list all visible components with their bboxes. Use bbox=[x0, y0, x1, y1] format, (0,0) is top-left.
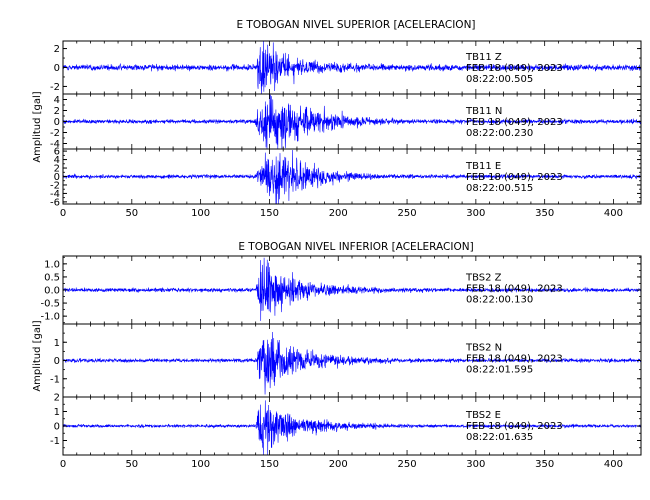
y-tick-label: 0.0 bbox=[44, 286, 60, 297]
y-tick-label: 6 bbox=[54, 147, 60, 158]
y-tick-label: 2 bbox=[54, 106, 60, 117]
x-tick-label: 300 bbox=[466, 208, 485, 219]
x-tick-label: 100 bbox=[191, 208, 210, 219]
y-tick-label: 0.5 bbox=[44, 272, 60, 283]
waveform-tb11-n bbox=[62, 93, 642, 150]
trace-date-label: FEB 18 (049), 2023 bbox=[466, 283, 563, 294]
trace-date-label: FEB 18 (049), 2023 bbox=[466, 63, 563, 74]
x-tick-label: 200 bbox=[329, 208, 348, 219]
y-tick-label: 2 bbox=[54, 44, 60, 55]
y-tick-label: 1.0 bbox=[44, 259, 60, 270]
trace-station-label: TB11 N bbox=[465, 106, 502, 117]
trace-date-label: FEB 18 (049), 2023 bbox=[466, 421, 563, 432]
y-tick-label: -0.5 bbox=[40, 299, 60, 310]
lower-panel-group: E TOBOGAN NIVEL INFERIOR [ACELERACION] A… bbox=[32, 241, 474, 392]
y-tick-label: 2 bbox=[54, 164, 60, 175]
y-tick-label: -6 bbox=[50, 197, 60, 208]
trace-time-label: 08:22:00.505 bbox=[466, 74, 533, 85]
x-tick-label: 150 bbox=[260, 208, 279, 219]
trace-date-label: FEB 18 (049), 2023 bbox=[466, 117, 563, 128]
x-tick-label: 200 bbox=[329, 459, 348, 470]
trace-time-label: 08:22:00.130 bbox=[466, 294, 533, 305]
x-tick-label: 250 bbox=[398, 459, 417, 470]
y-tick-label: 0 bbox=[54, 117, 60, 128]
x-tick-label: 400 bbox=[604, 208, 623, 219]
x-tick-label: 300 bbox=[466, 459, 485, 470]
x-tick-label: 0 bbox=[60, 459, 66, 470]
y-tick-label: -2 bbox=[50, 82, 60, 93]
y-tick-label: 0 bbox=[54, 356, 60, 367]
y-tick-label: 4 bbox=[54, 95, 60, 106]
y-tick-label: -2 bbox=[50, 128, 60, 139]
waveform-tbs2-e bbox=[62, 400, 642, 456]
y-tick-label: -1 bbox=[50, 436, 60, 447]
y-tick-label: 0 bbox=[54, 63, 60, 74]
x-tick-label: 400 bbox=[604, 459, 623, 470]
waveform-tbs2-z bbox=[62, 257, 642, 321]
upper-y-axis-label: Amplitud [gal] bbox=[32, 91, 43, 162]
trace-time-label: 08:22:00.515 bbox=[466, 183, 533, 194]
waveform-tbs2-n bbox=[62, 332, 642, 395]
y-tick-label: 2 bbox=[54, 393, 60, 404]
y-tick-label: 1 bbox=[54, 338, 60, 349]
x-tick-label: 150 bbox=[260, 459, 279, 470]
trace-station-label: TB11 Z bbox=[465, 52, 502, 63]
x-tick-label: 350 bbox=[535, 208, 554, 219]
trace-date-label: FEB 18 (049), 2023 bbox=[466, 353, 563, 364]
waveform-tb11-e bbox=[62, 149, 642, 205]
y-tick-label: 4 bbox=[54, 155, 60, 166]
y-tick-label: -1 bbox=[50, 374, 60, 385]
waveform-tb11-z bbox=[62, 40, 642, 95]
trace-time-label: 08:22:01.595 bbox=[466, 364, 533, 375]
upper-panel-title: E TOBOGAN NIVEL SUPERIOR [ACELERACION] bbox=[236, 19, 475, 31]
x-tick-label: 50 bbox=[125, 208, 138, 219]
x-tick-label: 250 bbox=[398, 208, 417, 219]
lower-panel-title: E TOBOGAN NIVEL INFERIOR [ACELERACION] bbox=[238, 241, 473, 253]
x-tick-label: 350 bbox=[535, 459, 554, 470]
y-tick-label: 0 bbox=[54, 422, 60, 433]
trace-time-label: 08:22:00.230 bbox=[466, 128, 533, 139]
trace-date-label: FEB 18 (049), 2023 bbox=[466, 172, 563, 183]
x-tick-label: 100 bbox=[191, 459, 210, 470]
y-tick-label: 0 bbox=[54, 172, 60, 183]
x-tick-label: 0 bbox=[60, 208, 66, 219]
trace-station-label: TBS2 Z bbox=[465, 272, 502, 283]
trace-station-label: TBS2 N bbox=[465, 342, 502, 353]
trace-station-label: TB11 E bbox=[465, 161, 501, 172]
y-tick-label: -2 bbox=[50, 180, 60, 191]
trace-station-label: TBS2 E bbox=[465, 410, 501, 421]
trace-time-label: 08:22:01.635 bbox=[466, 432, 533, 443]
y-tick-label: -4 bbox=[50, 189, 60, 200]
lower-y-axis-label: Amplitud [gal] bbox=[32, 320, 43, 391]
upper-panel-group: E TOBOGAN NIVEL SUPERIOR [ACELERACION] A… bbox=[32, 19, 476, 163]
y-tick-label: 1 bbox=[54, 407, 60, 418]
y-tick-label: -1.0 bbox=[40, 312, 60, 323]
x-tick-label: 50 bbox=[125, 459, 138, 470]
y-tick-label: -4 bbox=[50, 139, 60, 150]
